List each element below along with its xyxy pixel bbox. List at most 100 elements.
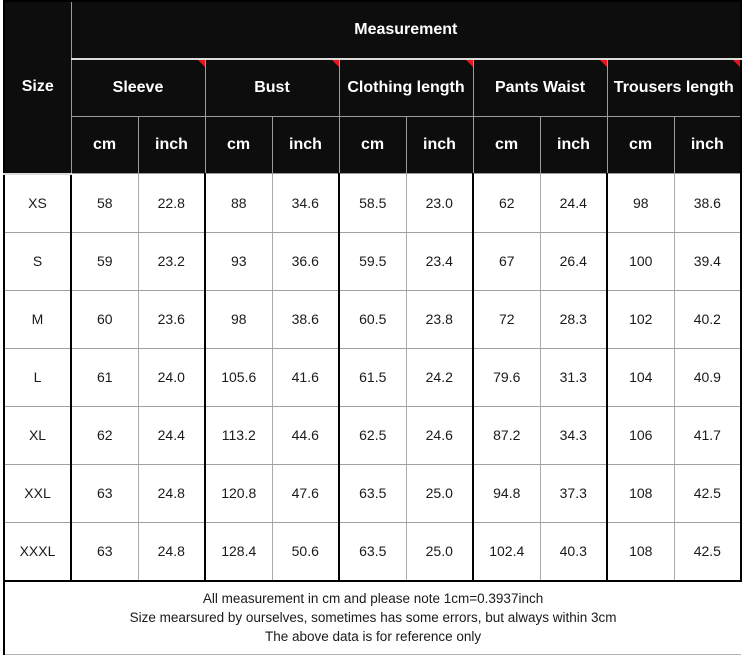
value-cell: 44.6 (271, 405, 339, 465)
value-cell: 47.6 (271, 463, 339, 523)
value-cell: 120.8 (204, 463, 272, 523)
value-cell: 24.6 (405, 405, 473, 465)
group-header-bust: Bust (204, 58, 340, 117)
table-row-xxxl: XXXL 63 24.8 128.4 50.6 63.5 25.0 102.4 40.3 108 4… (3, 521, 743, 581)
value-cell: 37.3 (539, 463, 607, 523)
value-cell: 40.9 (673, 347, 743, 407)
unit-header-cm: cm (70, 116, 139, 174)
value-cell: 113.2 (204, 405, 272, 465)
value-cell: 63 (70, 521, 138, 581)
value-cell: 88 (204, 173, 272, 233)
value-cell: 87.2 (472, 405, 540, 465)
value-cell: 23.2 (137, 231, 205, 291)
measurement-title-row: Size Measurement (3, 0, 743, 175)
value-cell: 62.5 (338, 405, 406, 465)
value-cell: 41.7 (673, 405, 743, 465)
size-cell: S (3, 231, 71, 291)
measurement-title: Measurement (70, 0, 743, 60)
value-cell: 23.8 (405, 289, 473, 349)
value-cell: 23.0 (405, 173, 473, 233)
value-cell: 23.6 (137, 289, 205, 349)
value-cell: 41.6 (271, 347, 339, 407)
value-cell: 40.3 (539, 521, 607, 581)
value-cell: 62 (472, 173, 540, 233)
comment-marker-icon (197, 60, 205, 67)
value-cell: 61 (70, 347, 138, 407)
value-cell: 31.3 (539, 347, 607, 407)
value-cell: 98 (204, 289, 272, 349)
value-cell: 102 (606, 289, 674, 349)
size-cell: L (3, 347, 71, 407)
footer-note-line: The above data is for reference only (264, 629, 482, 644)
value-cell: 36.6 (271, 231, 339, 291)
size-cell: XS (3, 173, 71, 233)
footer-row: All measurement in cm and please note 1c… (2, 579, 742, 655)
unit-header-cm: cm (338, 116, 407, 174)
table-row-l: L 61 24.0 105.6 41.6 61.5 24.2 79.6 31.3 104 40.9 (3, 347, 743, 407)
value-cell: 24.4 (539, 173, 607, 233)
value-cell: 42.5 (673, 463, 743, 523)
value-cell: 22.8 (137, 173, 205, 233)
table-row-s: S 59 23.2 93 36.6 59.5 23.4 67 26.4 100 39.4 (3, 231, 743, 291)
value-cell: 94.8 (472, 463, 540, 523)
value-cell: 24.8 (137, 463, 205, 523)
value-cell: 25.0 (405, 463, 473, 523)
value-cell: 38.6 (673, 173, 743, 233)
group-header-sleeve: Sleeve (70, 58, 206, 117)
value-cell: 108 (606, 463, 674, 523)
footer-note-line: All measurement in cm and please note 1c… (202, 591, 544, 606)
value-cell: 25.0 (405, 521, 473, 581)
unit-header-inch: inch (137, 116, 206, 174)
unit-header-row: cm inch cm inch cm inch cm inch cm inch (4, 116, 743, 174)
size-cell: M (3, 289, 71, 349)
value-cell: 60 (70, 289, 138, 349)
comment-marker-icon (465, 60, 473, 67)
value-cell: 59.5 (338, 231, 406, 291)
value-cell: 98 (606, 173, 674, 233)
value-cell: 58 (70, 173, 138, 233)
size-cell: XXL (3, 463, 71, 523)
group-header-row: Sleeve Bust Clothing length Pants Waist Trou… (4, 58, 743, 117)
group-header-clothing-length: Clothing length (338, 58, 474, 117)
table-header: Size Measurement Sleeve Bust Clothing leng… (3, 0, 743, 175)
value-cell: 59 (70, 231, 138, 291)
table-row-xs: XS 58 22.8 88 34.6 58.5 23.0 62 24.4 98 38.6 (3, 173, 743, 233)
value-cell: 58.5 (338, 173, 406, 233)
size-cell: XL (3, 405, 71, 465)
value-cell: 67 (472, 231, 540, 291)
comment-marker-icon (733, 60, 741, 67)
footer-note-line: Size mearsured by ourselves, sometimes h… (129, 610, 617, 625)
value-cell: 72 (472, 289, 540, 349)
unit-header-inch: inch (539, 116, 608, 174)
value-cell: 24.4 (137, 405, 205, 465)
value-cell: 106 (606, 405, 674, 465)
table-body: XS 58 22.8 88 34.6 58.5 23.0 62 24.4 98 38.6 S 59 23.… (3, 173, 743, 581)
value-cell: 50.6 (271, 521, 339, 581)
value-cell: 63.5 (338, 463, 406, 523)
value-cell: 79.6 (472, 347, 540, 407)
table-row-m: M 60 23.6 98 38.6 60.5 23.8 72 28.3 102 40.2 (3, 289, 743, 349)
value-cell: 24.0 (137, 347, 205, 407)
value-cell: 105.6 (204, 347, 272, 407)
value-cell: 40.2 (673, 289, 743, 349)
value-cell: 93 (204, 231, 272, 291)
unit-header-cm: cm (204, 116, 273, 174)
value-cell: 24.8 (137, 521, 205, 581)
value-cell: 61.5 (338, 347, 406, 407)
value-cell: 39.4 (673, 231, 743, 291)
unit-header-inch: inch (271, 116, 340, 174)
footer-notes-cell: All measurement in cm and please note 1c… (2, 579, 742, 655)
value-cell: 26.4 (539, 231, 607, 291)
table-row-xl: XL 62 24.4 113.2 44.6 62.5 24.6 87.2 34.3 106 41.7 (3, 405, 743, 465)
unit-header-cm: cm (472, 116, 541, 174)
value-cell: 24.2 (405, 347, 473, 407)
comment-marker-icon (599, 60, 607, 67)
value-cell: 63 (70, 463, 138, 523)
group-header-trousers-length: Trousers length (606, 58, 743, 117)
value-cell: 100 (606, 231, 674, 291)
unit-header-cm: cm (606, 116, 675, 174)
size-cell: XXXL (3, 521, 71, 581)
value-cell: 34.6 (271, 173, 339, 233)
